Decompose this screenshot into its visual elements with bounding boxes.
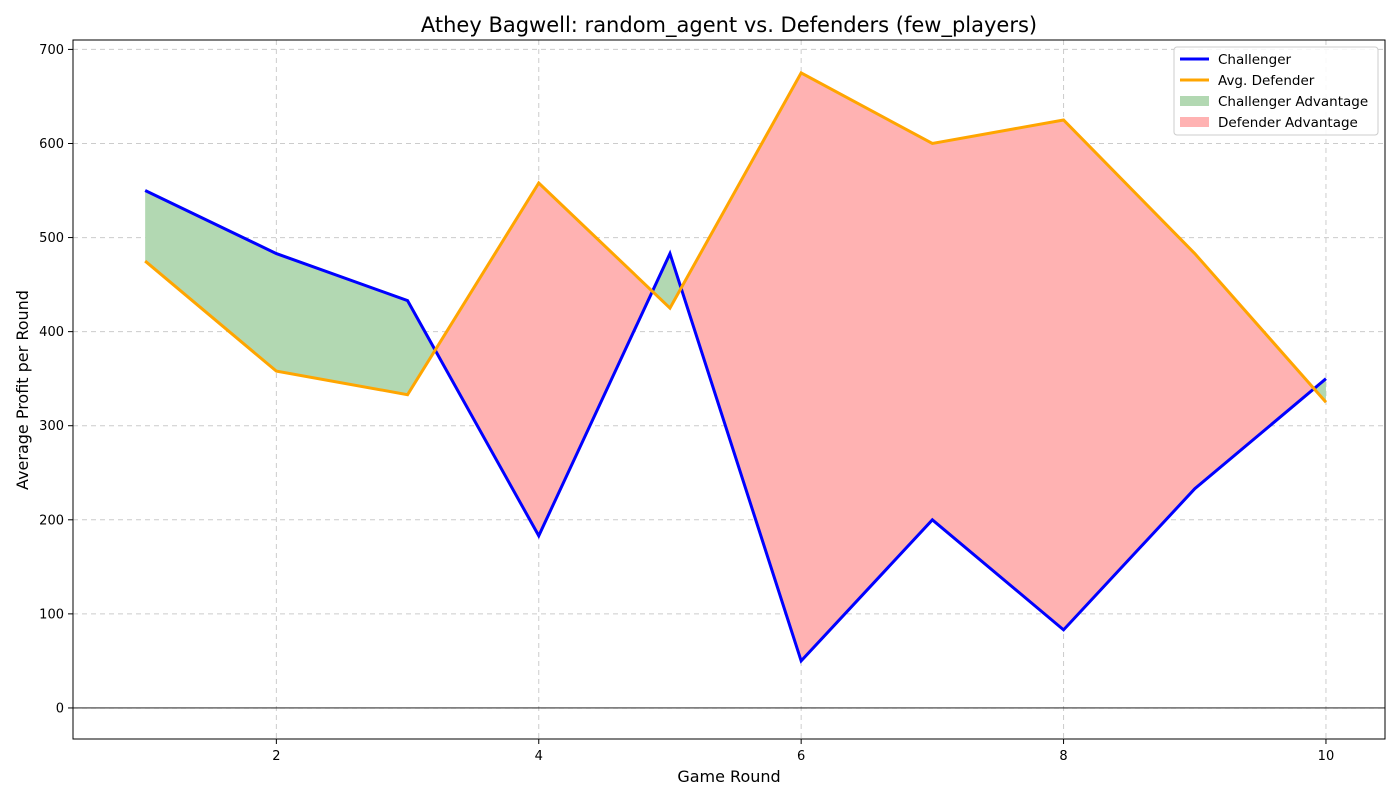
legend-label: Challenger bbox=[1218, 52, 1291, 68]
y-tick-label: 300 bbox=[39, 419, 64, 434]
fill-areas bbox=[145, 72, 1326, 661]
x-tick-label: 8 bbox=[1059, 749, 1067, 764]
x-tick-label: 6 bbox=[797, 749, 805, 764]
x-axis-ticks: 2 4 6 8 10 bbox=[272, 739, 1334, 764]
y-tick-label: 500 bbox=[39, 231, 64, 246]
legend-box bbox=[1173, 46, 1379, 136]
y-tick-label: 700 bbox=[39, 43, 64, 58]
plot-frame bbox=[72, 39, 1386, 740]
y-tick-label: 600 bbox=[39, 137, 64, 152]
challenger-line bbox=[144, 189, 1327, 664]
x-axis-title: Game Round bbox=[677, 767, 780, 786]
defender-advantage-area bbox=[435, 182, 653, 536]
chart-title: Athey Bagwell: random_agent vs. Defender… bbox=[421, 13, 1037, 38]
x-tick-label: 2 bbox=[272, 749, 280, 764]
y-tick-label: 0 bbox=[56, 701, 64, 716]
legend-swatch bbox=[1180, 117, 1209, 127]
y-axis-title: Average Profit per Round bbox=[13, 290, 32, 490]
x-tick-label: 10 bbox=[1318, 749, 1335, 764]
legend-swatch bbox=[1180, 96, 1209, 106]
y-axis-ticks: 0 100 200 300 400 500 600 700 bbox=[39, 43, 73, 716]
avg-defender-line bbox=[144, 70, 1328, 404]
legend-label: Avg. Defender bbox=[1218, 73, 1315, 89]
y-tick-label: 400 bbox=[39, 325, 64, 340]
legend-label: Challenger Advantage bbox=[1218, 94, 1368, 110]
legend: Challenger Avg. Defender Challenger Advant… bbox=[1173, 46, 1379, 136]
x-tick-label: 4 bbox=[535, 749, 543, 764]
y-tick-label: 200 bbox=[39, 513, 64, 528]
challenger-advantage-area bbox=[1314, 378, 1326, 403]
y-tick-label: 100 bbox=[39, 607, 64, 622]
legend-label: Defender Advantage bbox=[1218, 115, 1358, 131]
defender-advantage-area bbox=[681, 72, 1315, 661]
series-lines bbox=[144, 70, 1328, 664]
challenger-advantage-area bbox=[145, 190, 436, 395]
